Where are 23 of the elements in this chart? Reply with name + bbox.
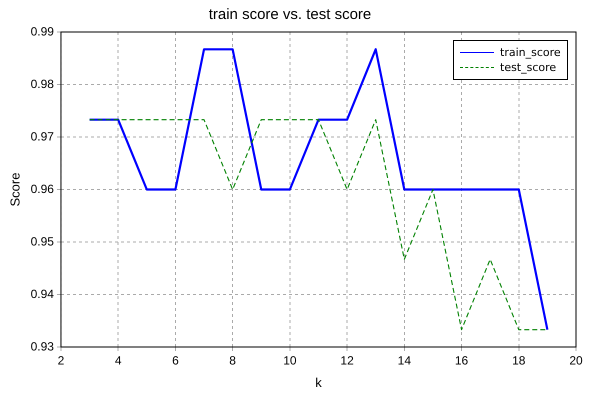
y-tick-label: 0.99 [30, 24, 54, 38]
legend-label: train_score [500, 46, 561, 59]
x-tick-label: 10 [283, 354, 297, 368]
chart-title: train score vs. test score [208, 6, 372, 24]
y-axis-title: Score [7, 172, 22, 206]
x-tick-label: 6 [172, 354, 180, 368]
x-tick-label: 14 [398, 354, 412, 368]
y-tick-label: 0.97 [30, 129, 54, 144]
x-tick-label: 2 [58, 354, 65, 368]
x-tick-label: 20 [569, 354, 583, 368]
y-tick-label: 0.93 [30, 339, 54, 354]
y-tick-label: 0.95 [30, 234, 54, 248]
x-tick-label: 18 [512, 354, 526, 368]
x-tick-label: 4 [114, 354, 122, 368]
legend-label: test_score [500, 61, 556, 74]
x-tick-label: 16 [454, 354, 469, 368]
y-tick-label: 0.98 [30, 76, 54, 91]
x-tick-label: 12 [340, 354, 354, 368]
line-series [89, 119, 548, 330]
y-tick-label: 0.96 [30, 182, 54, 196]
x-tick-label: 8 [229, 354, 236, 368]
x-axis-title: k [315, 374, 322, 390]
y-tick-label: 0.94 [30, 286, 54, 301]
